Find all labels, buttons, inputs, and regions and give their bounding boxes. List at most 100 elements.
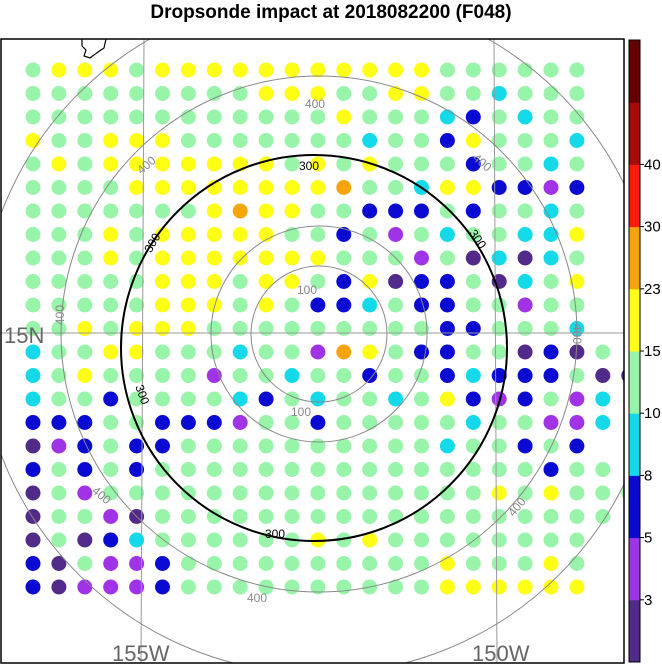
impact-dot (491, 227, 507, 242)
impact-dot (310, 438, 326, 454)
impact-dot (180, 391, 196, 407)
impact-dot (465, 250, 481, 266)
impact-dot (543, 368, 559, 383)
impact-dot (569, 133, 585, 148)
impact-dot (77, 250, 93, 266)
impact-dot (362, 297, 378, 313)
impact-dot (388, 415, 404, 430)
impact-dot (517, 368, 533, 383)
lon-label-155w: 155W (112, 641, 170, 664)
impact-dot (258, 485, 274, 501)
impact-dot (414, 274, 429, 289)
impact-dot (103, 556, 119, 571)
impact-dot (232, 368, 248, 383)
impact-dot (414, 156, 429, 172)
impact-dot (51, 180, 67, 195)
impact-dot (103, 321, 119, 336)
impact-dot (439, 532, 455, 548)
chart-title: Dropsonde impact at 2018082200 (F048) (150, 2, 512, 23)
impact-dot (310, 462, 326, 477)
impact-dot (517, 344, 533, 360)
impact-dot (388, 344, 404, 360)
impact-dot (232, 297, 248, 313)
impact-dot (103, 274, 119, 289)
impact-dot (517, 180, 533, 195)
impact-dot (77, 556, 93, 571)
impact-dot (543, 109, 559, 125)
impact-dot (284, 391, 300, 407)
colorbar-tick-label: 23 (644, 281, 661, 298)
impact-dot (232, 274, 248, 289)
impact-dot (439, 86, 455, 101)
impact-dot (284, 556, 300, 571)
impact-dot (258, 438, 274, 454)
impact-dot (543, 509, 559, 524)
impact-dot (284, 509, 300, 524)
impact-dot (206, 86, 222, 101)
impact-dot (439, 180, 455, 195)
impact-dot (439, 321, 455, 336)
impact-dot (206, 156, 222, 172)
impact-dot (77, 297, 93, 313)
impact-dot (103, 180, 119, 195)
impact-dot (336, 438, 352, 454)
impact-dot (310, 156, 326, 172)
impact-dot (388, 109, 404, 125)
impact-dot (206, 203, 222, 219)
impact-dot (569, 344, 585, 360)
impact-dot (543, 203, 559, 219)
impact-dot (155, 86, 170, 101)
impact-dot (155, 556, 170, 571)
impact-dot (25, 180, 41, 195)
impact-dot (206, 532, 222, 548)
graticule-lines (1, 39, 624, 663)
impact-dot (569, 438, 585, 454)
impact-dot (569, 109, 585, 125)
impact-dot (206, 509, 222, 524)
impact-dot (517, 462, 533, 477)
impact-dot (51, 133, 67, 148)
impact-dot (232, 250, 248, 266)
impact-dot (284, 180, 300, 195)
impact-dot (414, 391, 429, 407)
impact-dot (51, 368, 67, 383)
impact-dot (155, 250, 170, 266)
impact-dot (595, 368, 611, 383)
impact-dot (206, 180, 222, 195)
impact-dot (155, 438, 170, 454)
impact-dot (103, 203, 119, 219)
impact-dot (51, 556, 67, 571)
impact-dot (206, 321, 222, 336)
impact-dot (51, 415, 67, 430)
impact-dot (129, 62, 145, 78)
impact-dot (103, 156, 119, 172)
impact-dot (25, 462, 41, 477)
impact-dot (465, 344, 481, 360)
impact-dot (543, 156, 559, 172)
impact-dot (517, 415, 533, 430)
impact-dot (439, 415, 455, 430)
impact-dot (25, 250, 41, 266)
impact-dot (206, 485, 222, 501)
impact-dot (543, 227, 559, 242)
impact-dot (595, 485, 611, 501)
impact-dot (388, 532, 404, 548)
impact-dot (180, 297, 196, 313)
impact-dot (25, 297, 41, 313)
impact-dot (155, 321, 170, 336)
impact-dot (439, 109, 455, 125)
impact-dot (543, 250, 559, 266)
impact-dot (129, 180, 145, 195)
impact-dot (103, 133, 119, 148)
impact-dot (362, 180, 378, 195)
impact-dot (103, 368, 119, 383)
impact-dot (129, 203, 145, 219)
impact-dot (155, 368, 170, 383)
impact-dot (388, 62, 404, 78)
impact-dot (284, 485, 300, 501)
impact-dot (362, 109, 378, 125)
impact-dot (206, 250, 222, 266)
impact-dot (180, 509, 196, 524)
impact-dot (129, 485, 145, 501)
